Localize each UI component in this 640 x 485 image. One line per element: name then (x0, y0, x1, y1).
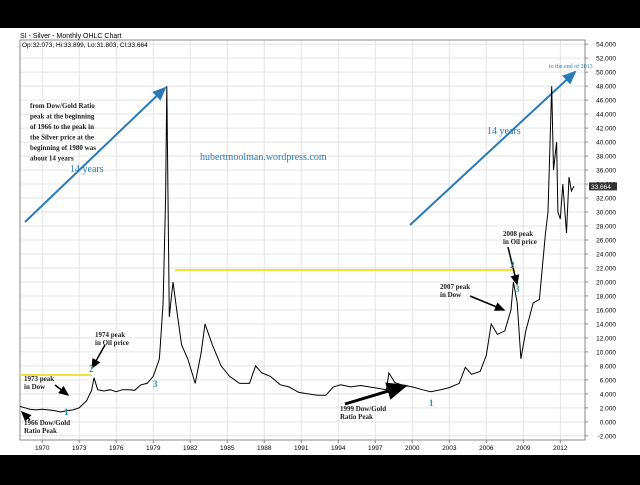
y-tick-label: 38.000 (596, 154, 616, 161)
ohlc-readout: Op:32.073, Hi:33.899, Lo:31.803, Cl:33.6… (22, 42, 148, 49)
annotation: 1973 peak (24, 375, 54, 383)
y-tick-label: 46.000 (596, 98, 616, 105)
x-tick-label: 2012 (553, 445, 568, 452)
y-tick-label: 48.000 (596, 84, 616, 91)
y-tick-label: 0.000 (600, 419, 617, 426)
annotation: in Dow (24, 383, 46, 391)
annotation: peak at the beginning (30, 113, 95, 121)
x-tick-label: 2000 (405, 445, 420, 452)
annotation: 14 years (487, 126, 521, 137)
bottom-bar (0, 455, 640, 480)
chart-title: SI - Silver - Monthly OHLC Chart (20, 33, 122, 40)
chart-background (0, 28, 640, 455)
annotation: the Silver price at the (30, 134, 94, 142)
pointer-arrow (507, 246, 520, 286)
x-tick-label: 1973 (72, 445, 87, 452)
x-tick-label: 2009 (516, 445, 531, 452)
y-tick-label: 36.000 (596, 168, 616, 175)
annotation: from Dow/Gold Ratio (30, 102, 95, 110)
y-tick-label: -2.000 (598, 433, 617, 440)
pointer-arrow (344, 382, 408, 406)
annotation: 2 (510, 260, 515, 270)
annotation: of 1966 to the peak in (30, 123, 94, 131)
y-tick-label: 40.000 (596, 140, 616, 147)
x-tick-label: 1982 (183, 445, 198, 452)
x-tick-label: 1988 (257, 445, 272, 452)
annotation: hubertmoolman.wordpress.com (200, 152, 327, 163)
annotation: 3 (515, 284, 520, 294)
y-tick-label: 18.000 (596, 293, 616, 300)
x-tick-label: 1979 (146, 445, 161, 452)
grid (20, 40, 585, 440)
y-tick-label: 14.000 (596, 321, 616, 328)
annotation: 14 years (70, 164, 104, 175)
y-tick-label: 32.000 (596, 196, 616, 203)
y-tick-label: 22.000 (596, 265, 616, 272)
last-price-box (589, 182, 617, 191)
y-tick-label: 52.000 (596, 56, 616, 63)
annotation: 1974 peak (95, 331, 125, 339)
annotation: 1 (64, 407, 69, 417)
y-tick-label: 20.000 (596, 279, 616, 286)
annotation: beginning of 1980 was (30, 144, 96, 152)
time-arrow (24, 86, 167, 223)
pointer-arrow (54, 384, 70, 396)
x-tick-label: 1994 (331, 445, 346, 452)
y-tick-label: 6.000 (600, 377, 617, 384)
annotation: 1966 Dow/Gold (24, 419, 70, 427)
annotation: 1 (429, 398, 434, 408)
annotation: 2007 peak (440, 283, 470, 291)
x-tick-label: 1976 (109, 445, 124, 452)
y-tick-label: 42.000 (596, 126, 616, 133)
y-tick-label: 28.000 (596, 224, 616, 231)
y-tick-label: 24.000 (596, 251, 616, 258)
annotation: to the end of 2013 (549, 63, 593, 70)
y-tick-label: 26.000 (596, 238, 616, 245)
y-tick-label: 44.000 (596, 112, 616, 119)
top-bar (0, 0, 640, 28)
annotation: about 14 years (30, 155, 74, 163)
y-tick-label: 2.000 (600, 405, 617, 412)
y-tick-label: 12.000 (596, 335, 616, 342)
x-tick-label: 2003 (442, 445, 457, 452)
y-tick-label: 30.000 (596, 210, 616, 217)
y-tick-label: 4.000 (600, 391, 617, 398)
annotation: in Oil price (503, 238, 537, 246)
annotation: Ratio Peak (340, 413, 373, 421)
annotation: Ratio Peak (24, 427, 57, 435)
pointer-arrow (20, 410, 32, 422)
annotation: 3 (153, 379, 158, 389)
annotation: 1999 Dow/Gold (340, 405, 386, 413)
pointer-arrow (91, 344, 106, 370)
annotation: in Dow (440, 291, 462, 299)
time-arrow (409, 70, 577, 226)
pointer-arrow (469, 295, 506, 311)
last-price-label: 33.664 (591, 184, 611, 191)
x-tick-label: 2006 (479, 445, 494, 452)
annotation: 2008 peak (503, 230, 533, 238)
price-line (19, 86, 575, 413)
annotation: in Oil price (95, 339, 129, 347)
x-tick-label: 1985 (220, 445, 235, 452)
x-tick-label: 1997 (368, 445, 383, 452)
x-tick-label: 1991 (294, 445, 309, 452)
annotation: 2 (89, 364, 94, 374)
y-tick-label: 16.000 (596, 307, 616, 314)
y-tick-label: 10.000 (596, 349, 616, 356)
x-tick-label: 1970 (35, 445, 50, 452)
y-tick-label: 50.000 (596, 70, 616, 77)
y-tick-label: 54.000 (596, 42, 616, 49)
y-tick-label: 8.000 (600, 363, 617, 370)
